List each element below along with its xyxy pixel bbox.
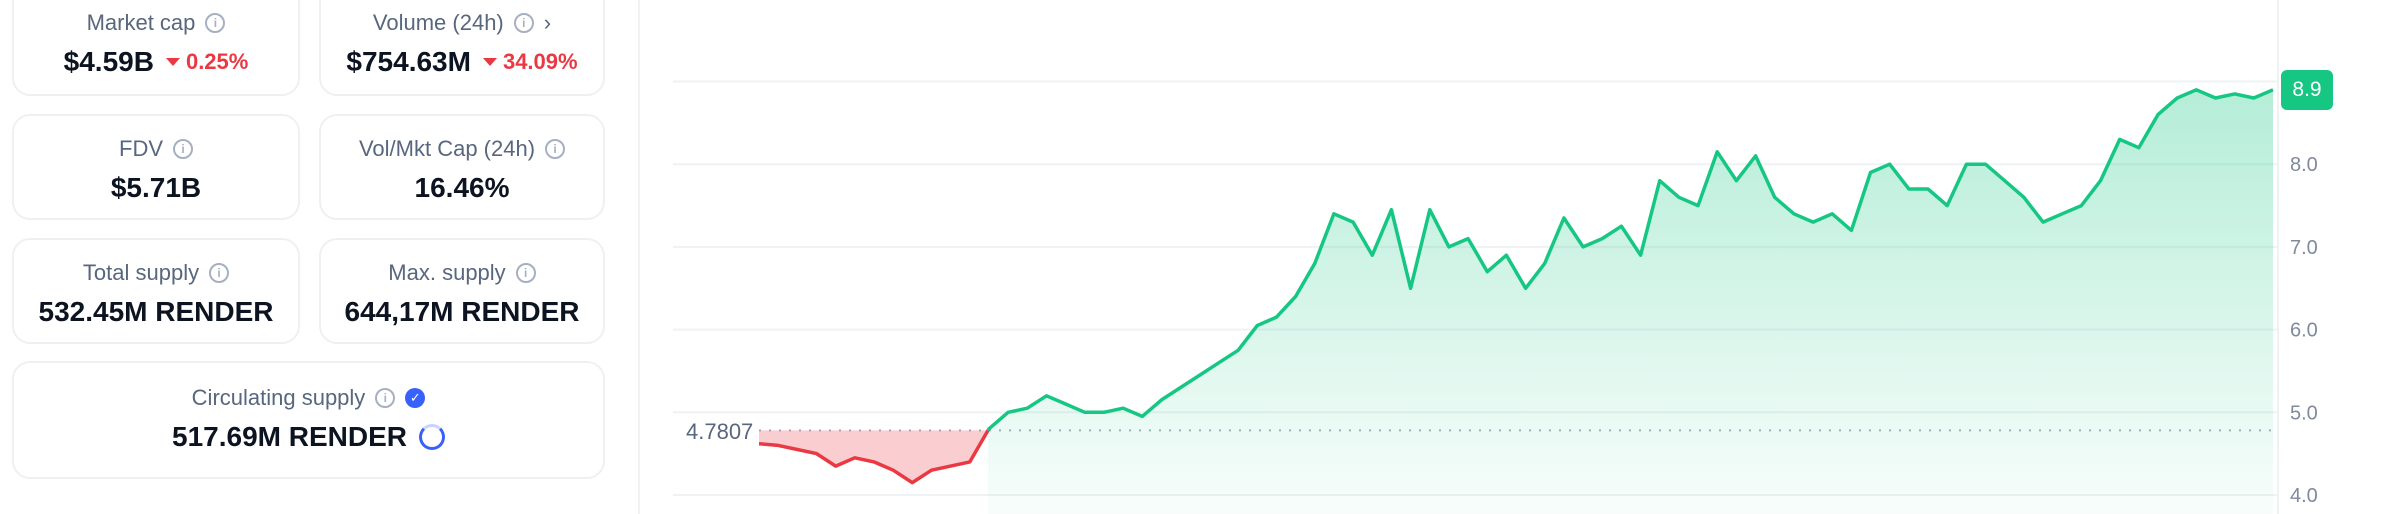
reference-price-label: 4.7807 bbox=[686, 419, 754, 444]
total-supply-label: Total supply bbox=[82, 260, 200, 285]
caret-down-icon bbox=[482, 58, 497, 66]
y-tick-label: 7.0 bbox=[2290, 237, 2318, 259]
circulating-supply-value: 517.69M RENDER bbox=[172, 421, 407, 452]
max-supply-value: 644,17M RENDER bbox=[344, 296, 580, 327]
info-icon[interactable]: i bbox=[513, 13, 534, 33]
y-tick-label: 5.0 bbox=[2290, 402, 2318, 424]
vol-mkt-cap-label: Vol/Mkt Cap (24h) bbox=[358, 136, 536, 161]
total-supply-card: Total supply i 532.45M RENDER bbox=[12, 238, 300, 344]
total-supply-value: 532.45M RENDER bbox=[38, 296, 274, 327]
info-icon[interactable]: i bbox=[545, 139, 566, 159]
volume-value: $754.63M bbox=[346, 46, 471, 77]
circulating-supply-card: Circulating supply i ✓ 517.69M RENDER bbox=[12, 361, 605, 479]
market-cap-change: 0.25% bbox=[165, 49, 249, 75]
info-icon[interactable]: i bbox=[205, 13, 226, 33]
volume-card[interactable]: Volume (24h) i › $754.63M 34.09% bbox=[319, 0, 605, 96]
vol-mkt-cap-value: 16.46% bbox=[414, 172, 510, 203]
info-icon[interactable]: i bbox=[515, 263, 536, 283]
max-supply-card: Max. supply i 644,17M RENDER bbox=[319, 238, 605, 344]
current-price-badge: 8.9 bbox=[2281, 69, 2333, 110]
market-cap-card: Market cap i $4.59B 0.25% bbox=[12, 0, 300, 96]
fdv-value: $5.71B bbox=[110, 172, 202, 203]
info-icon[interactable]: i bbox=[209, 263, 230, 283]
caret-down-icon bbox=[165, 58, 180, 66]
circulating-supply-label: Circulating supply bbox=[191, 385, 366, 410]
above-reference-area bbox=[988, 89, 2273, 514]
volume-change: 34.09% bbox=[482, 49, 578, 75]
info-icon[interactable]: i bbox=[173, 139, 193, 159]
loading-spinner-icon bbox=[418, 424, 445, 450]
max-supply-label: Max. supply bbox=[388, 260, 506, 285]
info-icon[interactable]: i bbox=[375, 388, 396, 408]
y-tick-label: 4.0 bbox=[2290, 485, 2318, 507]
chevron-right-icon[interactable]: › bbox=[543, 10, 552, 35]
fdv-label: FDV bbox=[119, 136, 163, 161]
y-tick-label: 6.0 bbox=[2290, 320, 2318, 342]
price-line-down bbox=[758, 429, 990, 485]
panel-divider bbox=[638, 0, 640, 514]
vol-mkt-cap-card: Vol/Mkt Cap (24h) i 16.46% bbox=[319, 114, 605, 220]
fdv-card: FDV i $5.71B bbox=[12, 114, 300, 220]
below-reference-area bbox=[759, 430, 988, 483]
y-tick-label: 8.0 bbox=[2290, 154, 2318, 176]
volume-label: Volume (24h) bbox=[372, 10, 504, 35]
market-cap-label: Market cap bbox=[86, 10, 196, 35]
market-cap-value: $4.59B bbox=[63, 46, 154, 77]
volume-change-value: 34.09% bbox=[502, 49, 578, 74]
verified-icon: ✓ bbox=[405, 388, 426, 408]
market-cap-change-value: 0.25% bbox=[185, 49, 249, 74]
price-line-up bbox=[986, 88, 2274, 432]
